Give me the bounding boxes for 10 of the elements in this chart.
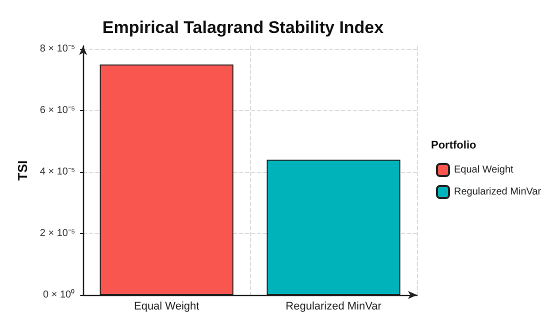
- y-axis-title: TSI: [15, 160, 30, 181]
- y-tick-label: 2 × 10⁻⁵: [40, 228, 76, 240]
- y-tick-label: 8 × 10⁻⁵: [40, 44, 76, 55]
- legend-label: Regularized MinVar: [454, 186, 542, 198]
- chart-title: Empirical Talagrand Stability Index: [102, 18, 384, 37]
- legend-label: Equal Weight: [454, 164, 514, 176]
- y-tick-label: 4 × 10⁻⁵: [40, 166, 76, 178]
- y-tick-label: 6 × 10⁻⁵: [40, 105, 76, 116]
- legend-title: Portfolio: [431, 140, 476, 152]
- y-tick-label: 0 × 10⁰: [43, 288, 76, 300]
